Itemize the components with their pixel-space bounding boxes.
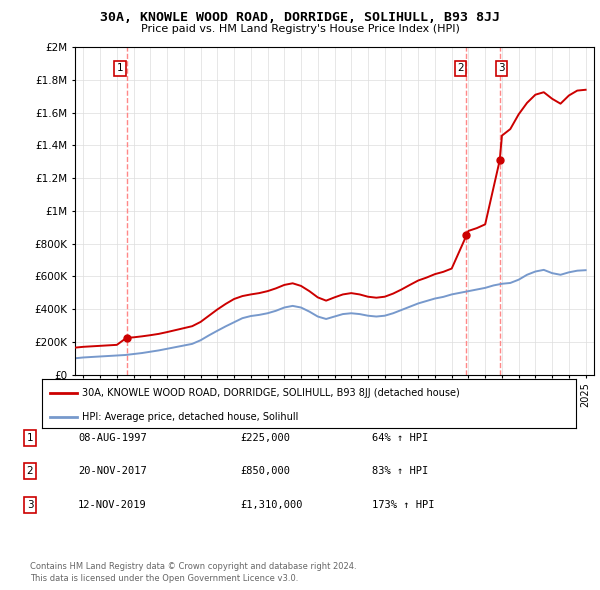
Text: 30A, KNOWLE WOOD ROAD, DORRIDGE, SOLIHULL, B93 8JJ (detached house): 30A, KNOWLE WOOD ROAD, DORRIDGE, SOLIHUL… bbox=[82, 388, 460, 398]
Text: £225,000: £225,000 bbox=[240, 433, 290, 442]
Text: 1: 1 bbox=[26, 433, 34, 442]
Text: 20-NOV-2017: 20-NOV-2017 bbox=[78, 467, 147, 476]
Text: Contains HM Land Registry data © Crown copyright and database right 2024.: Contains HM Land Registry data © Crown c… bbox=[30, 562, 356, 571]
Text: 2: 2 bbox=[457, 64, 464, 74]
Text: 3: 3 bbox=[498, 64, 505, 74]
Text: 83% ↑ HPI: 83% ↑ HPI bbox=[372, 467, 428, 476]
Text: £1,310,000: £1,310,000 bbox=[240, 500, 302, 510]
Text: This data is licensed under the Open Government Licence v3.0.: This data is licensed under the Open Gov… bbox=[30, 574, 298, 583]
Text: HPI: Average price, detached house, Solihull: HPI: Average price, detached house, Soli… bbox=[82, 412, 298, 422]
Text: 30A, KNOWLE WOOD ROAD, DORRIDGE, SOLIHULL, B93 8JJ: 30A, KNOWLE WOOD ROAD, DORRIDGE, SOLIHUL… bbox=[100, 11, 500, 24]
Text: 3: 3 bbox=[26, 500, 34, 510]
Text: 08-AUG-1997: 08-AUG-1997 bbox=[78, 433, 147, 442]
Text: Price paid vs. HM Land Registry's House Price Index (HPI): Price paid vs. HM Land Registry's House … bbox=[140, 24, 460, 34]
Text: 173% ↑ HPI: 173% ↑ HPI bbox=[372, 500, 434, 510]
Text: 2: 2 bbox=[26, 467, 34, 476]
Text: 12-NOV-2019: 12-NOV-2019 bbox=[78, 500, 147, 510]
Text: £850,000: £850,000 bbox=[240, 467, 290, 476]
Text: 64% ↑ HPI: 64% ↑ HPI bbox=[372, 433, 428, 442]
Text: 1: 1 bbox=[116, 64, 123, 74]
